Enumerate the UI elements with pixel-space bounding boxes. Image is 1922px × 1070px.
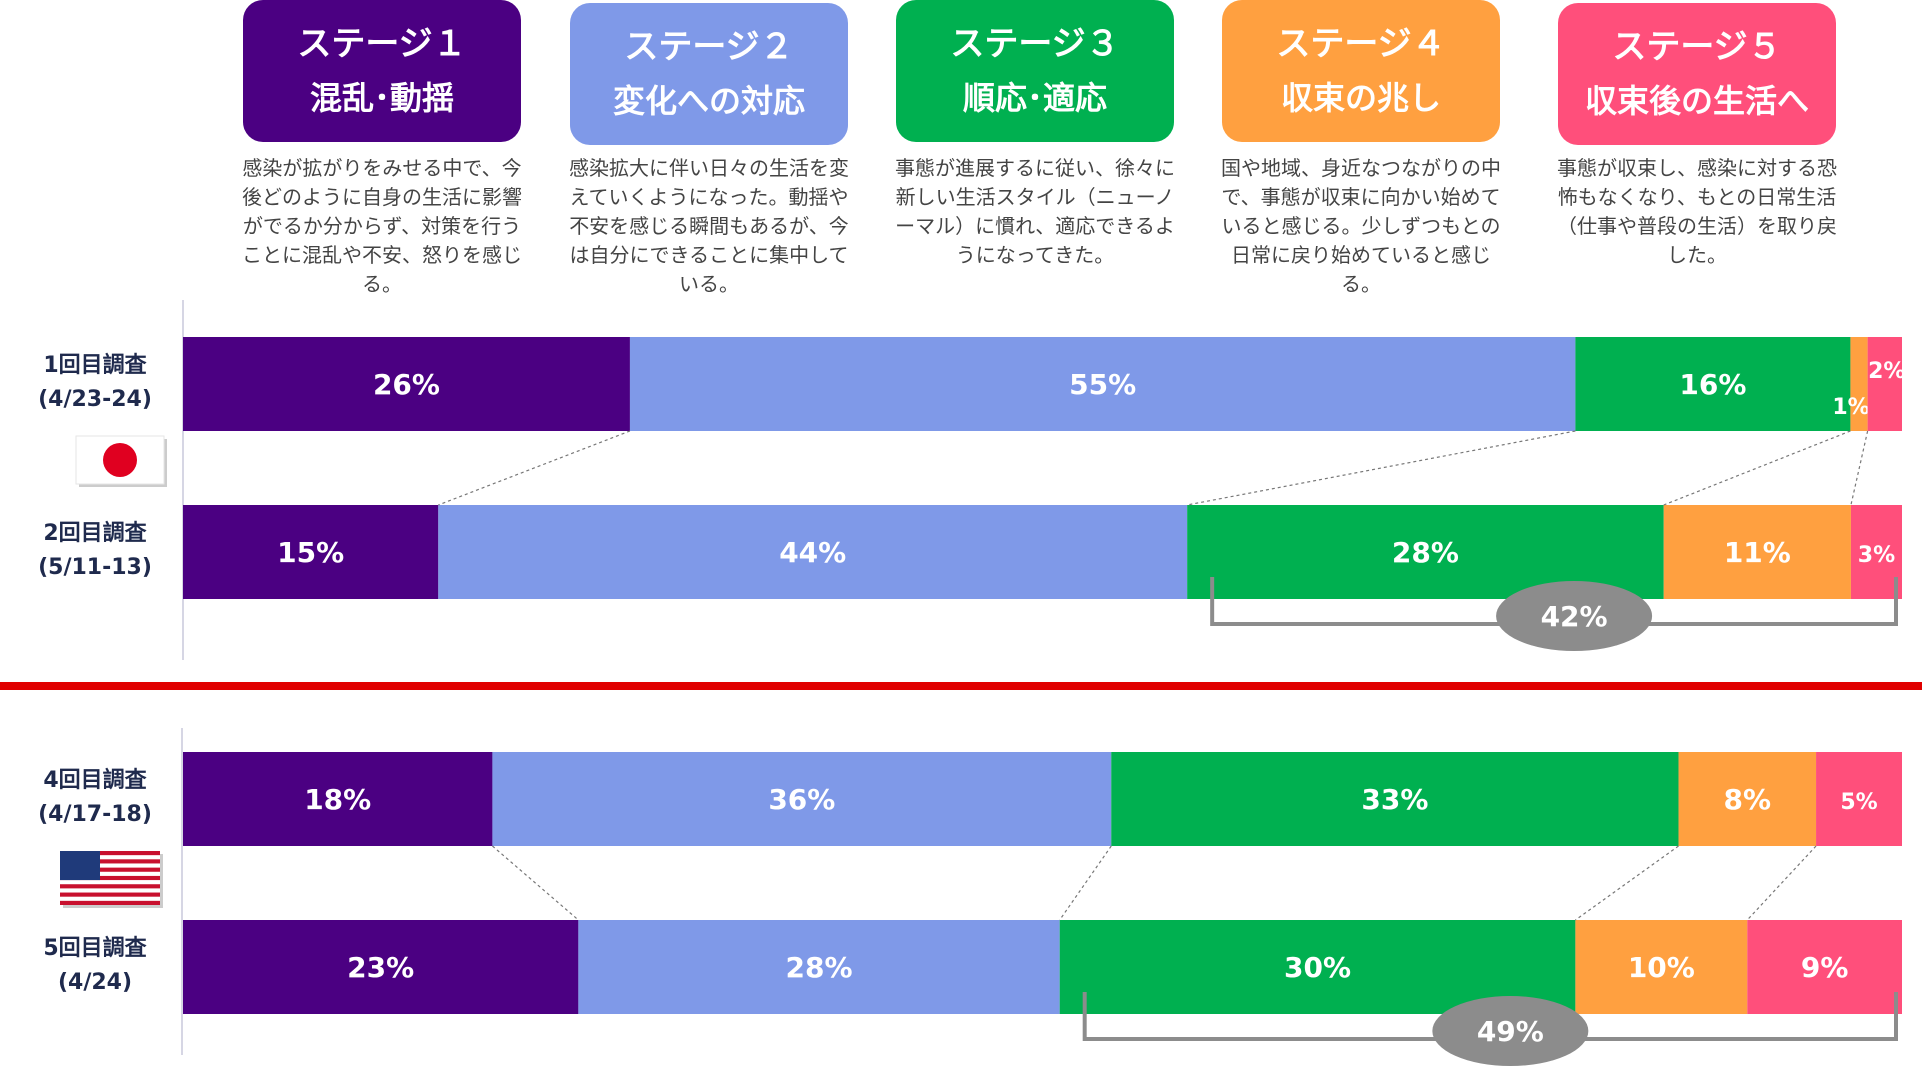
usa-flag-stripe: [60, 900, 160, 905]
usa-flag-stripe: [60, 851, 160, 856]
data-label: 28%: [786, 951, 853, 984]
data-label: 5%: [1840, 790, 1877, 815]
data-label: 55%: [1069, 368, 1136, 401]
stage-header-5: ステージ５ 収束後の生活へ: [1558, 3, 1836, 145]
bar-segment: [1867, 337, 1902, 431]
bracket-badge: [1496, 581, 1653, 651]
connector-line: [1663, 430, 1851, 506]
bar-segment: [578, 920, 1060, 1014]
stage-description-5: 事態が収束し、感染に対する恐怖もなくなり、もとの日常生活（仕事や普段の生活）を取…: [1557, 156, 1837, 267]
data-label: 26%: [373, 368, 440, 401]
data-label: 9%: [1801, 951, 1849, 984]
row-label: 1回目調査: [43, 352, 147, 378]
row-label-date: (4/24): [58, 970, 132, 995]
data-label: 44%: [779, 536, 846, 569]
data-label: 23%: [347, 951, 414, 984]
usa-flag-canton: [60, 851, 100, 881]
connector-line: [1187, 430, 1576, 506]
data-label: 1%: [1832, 395, 1869, 420]
usa-flag-stripe: [60, 859, 160, 864]
data-label: 16%: [1679, 368, 1746, 401]
row-label: 5回目調査: [43, 935, 147, 961]
data-label: 8%: [1724, 783, 1772, 816]
data-label: 36%: [768, 783, 835, 816]
data-label: 33%: [1361, 783, 1428, 816]
stage-header-3: ステージ３ 順応･適応: [896, 0, 1174, 142]
stage-name: ステージ２: [624, 27, 794, 67]
usa-flag-stripe: [60, 892, 160, 897]
connector-line: [438, 430, 631, 506]
row-label-date: (4/17-18): [38, 802, 152, 827]
stage-name: ステージ４: [1276, 24, 1446, 64]
stage-description-2: 感染拡大に伴い日々の生活を変えていくようになった。動揺や不安を感じる瞬間もあるが…: [569, 156, 849, 296]
usa-flag-stripe: [60, 884, 160, 889]
bar-segment: [492, 752, 1112, 846]
stage-name: ステージ１: [297, 24, 467, 64]
data-label: 2%: [1868, 359, 1905, 384]
bar-segment: [1747, 920, 1902, 1014]
bar-segment: [183, 920, 579, 1014]
stage-header-4: ステージ４ 収束の兆し: [1222, 0, 1500, 142]
bar-segment: [1678, 752, 1817, 846]
connector-line: [1850, 430, 1869, 506]
data-label: 10%: [1628, 951, 1695, 984]
row-label-date: (5/11-13): [38, 555, 152, 580]
bar-segment: [1816, 752, 1902, 846]
stage-subtitle: 収束後の生活へ: [1584, 82, 1809, 120]
connector-line: [492, 845, 579, 921]
stage-subtitle: 混乱･動揺: [309, 79, 454, 117]
bracket-badge: [1432, 996, 1589, 1066]
stage-description-3: 事態が進展するに従い、徐々に新しい生活スタイル（ニューノーマル）に慣れ、適応でき…: [895, 156, 1175, 267]
data-label: 30%: [1284, 951, 1351, 984]
bar-segment: [1663, 505, 1851, 599]
bar-segment: [183, 337, 630, 431]
usa-flag-stripe: [60, 875, 160, 881]
stage-name: ステージ５: [1612, 27, 1782, 67]
bar-segment: [1850, 337, 1868, 431]
bar-segment: [438, 505, 1188, 599]
stage-name: ステージ３: [950, 24, 1120, 64]
bar-segment: [1575, 337, 1851, 431]
row-label: 2回目調査: [43, 520, 147, 546]
connector-line: [1059, 845, 1112, 921]
bar-segment: [629, 337, 1576, 431]
stage-subtitle: 変化への対応: [612, 82, 805, 120]
data-label: 18%: [304, 783, 371, 816]
bar-segment: [1850, 505, 1902, 599]
usa-flag-stripe: [60, 867, 160, 872]
stage-description-4: 国や地域、身近なつながりの中で、事態が収束に向かい始めていると感じる。少しずつも…: [1221, 156, 1501, 296]
row-label-date: (4/23-24): [38, 387, 152, 412]
data-label: 3%: [1858, 543, 1895, 568]
bracket-label: 42%: [1541, 600, 1608, 633]
stage-header-1: ステージ１ 混乱･動揺: [243, 0, 521, 142]
stage-subtitle: 順応･適応: [962, 79, 1107, 117]
stage-description-1: 感染が拡がりをみせる中で、今後どのように自身の生活に影響がでるか分からず、対策を…: [242, 156, 522, 296]
bar-segment: [183, 505, 439, 599]
connector-line: [1575, 845, 1679, 921]
data-label: 15%: [277, 536, 344, 569]
japan-flag-sun: [103, 443, 137, 477]
bar-segment: [183, 752, 493, 846]
connector-line: [1746, 845, 1817, 921]
bar-segment: [1575, 920, 1748, 1014]
bar-segment: [1111, 752, 1679, 846]
stage-header-2: ステージ２ 変化への対応: [570, 3, 848, 145]
data-label: 11%: [1724, 536, 1791, 569]
bracket-label: 49%: [1477, 1015, 1544, 1048]
row-label: 4回目調査: [43, 767, 147, 793]
stage-subtitle: 収束の兆し: [1280, 79, 1441, 117]
data-label: 28%: [1392, 536, 1459, 569]
